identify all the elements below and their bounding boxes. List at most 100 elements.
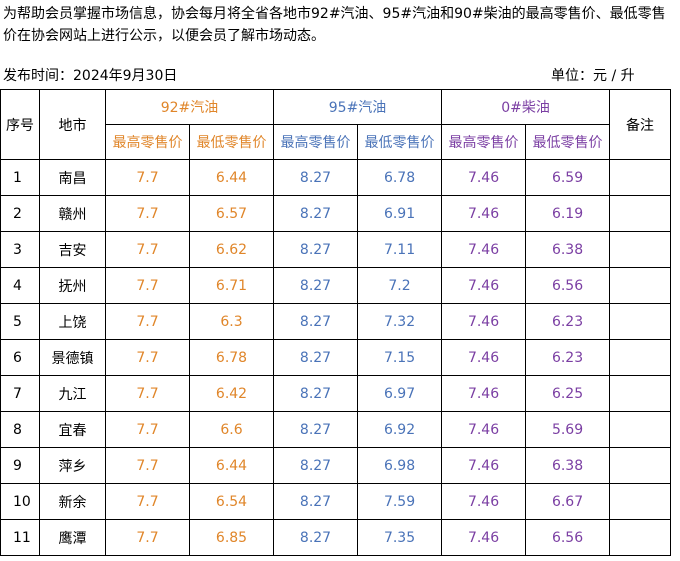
cell-g95-min: 7.11 [357, 231, 443, 268]
cell-remark [609, 231, 672, 268]
cell-city: 抚州 [39, 267, 106, 304]
cell-d0-max: 7.46 [441, 231, 527, 268]
table-row: 5 上饶 7.7 6.3 8.27 7.32 7.46 6.23 [0, 303, 672, 340]
header-city: 地市 [39, 89, 106, 160]
cell-remark [609, 159, 672, 196]
publish-date: 发布时间：2024年9月30日 [3, 68, 178, 84]
cell-g95-min: 7.32 [357, 303, 443, 340]
cell-index: 2 [0, 195, 40, 232]
cell-g95-min: 6.92 [357, 411, 443, 448]
cell-d0-min: 6.38 [525, 447, 611, 484]
cell-g92-min: 6.62 [188, 231, 275, 268]
header-g92-max: 最高零售价 [105, 124, 190, 160]
cell-d0-min: 6.56 [525, 519, 611, 556]
cell-g92-min: 6.6 [188, 411, 275, 448]
cell-g92-min: 6.44 [188, 447, 275, 484]
table-row: 2 赣州 7.7 6.57 8.27 6.91 7.46 6.19 [0, 195, 672, 232]
cell-index: 8 [0, 411, 40, 448]
cell-remark [609, 195, 672, 232]
header-row-sub: 最高零售价 最低零售价 最高零售价 最低零售价 最高零售价 最低零售价 [1, 124, 671, 160]
cell-d0-max: 7.46 [441, 267, 527, 304]
cell-d0-min: 5.69 [525, 411, 611, 448]
cell-remark [609, 411, 672, 448]
cell-index: 7 [0, 375, 40, 412]
cell-remark [609, 267, 672, 304]
header-row-groups: 序号 地市 92#汽油 95#汽油 0#柴油 备注 [0, 89, 672, 160]
cell-remark [609, 519, 672, 556]
table-header: 序号 地市 92#汽油 95#汽油 0#柴油 备注 最高零售价 最低零售价 最高… [0, 89, 672, 160]
header-d0-max: 最高零售价 [441, 124, 527, 160]
cell-d0-min: 6.56 [525, 267, 611, 304]
cell-g95-min: 7.59 [357, 483, 443, 520]
cell-city: 吉安 [39, 231, 106, 268]
cell-g95-max: 8.27 [273, 375, 359, 412]
table-body: 1 南昌 7.7 6.44 8.27 6.78 7.46 6.59 2 赣州 7.7 6.57 8.27… [0, 159, 672, 556]
cell-city: 宜春 [39, 411, 106, 448]
cell-d0-min: 6.23 [525, 303, 611, 340]
cell-g95-max: 8.27 [273, 159, 359, 196]
cell-g92-max: 7.7 [105, 267, 190, 304]
cell-g92-min: 6.54 [188, 483, 275, 520]
cell-g95-max: 8.27 [273, 447, 359, 484]
cell-g92-min: 6.3 [188, 303, 275, 340]
cell-g92-max: 7.7 [105, 195, 190, 232]
cell-g95-min: 7.15 [357, 339, 443, 376]
cell-city: 上饶 [39, 303, 106, 340]
unit-label: 单位：元 / 升 [551, 68, 635, 84]
cell-g95-max: 8.27 [273, 303, 359, 340]
cell-city: 南昌 [39, 159, 106, 196]
meta-bar: 发布时间：2024年9月30日 单位：元 / 升 [0, 63, 680, 87]
cell-remark [609, 447, 672, 484]
cell-g92-max: 7.7 [105, 231, 190, 268]
table-row: 4 抚州 7.7 6.71 8.27 7.2 7.46 6.56 [0, 267, 672, 304]
table-row: 7 九江 7.7 6.42 8.27 6.97 7.46 6.25 [0, 375, 672, 412]
cell-g95-min: 6.97 [357, 375, 443, 412]
cell-d0-min: 6.19 [525, 195, 611, 232]
cell-d0-max: 7.46 [441, 375, 527, 412]
cell-d0-min: 6.25 [525, 375, 611, 412]
header-g95: 95#汽油 [273, 89, 443, 125]
cell-d0-max: 7.46 [441, 483, 527, 520]
cell-g95-min: 6.91 [357, 195, 443, 232]
table-row: 9 萍乡 7.7 6.44 8.27 6.98 7.46 6.38 [0, 447, 672, 484]
cell-index: 4 [0, 267, 40, 304]
table-row: 8 宜春 7.7 6.6 8.27 6.92 7.46 5.69 [0, 411, 672, 448]
cell-g95-max: 8.27 [273, 267, 359, 304]
header-g95-min: 最低零售价 [357, 124, 443, 160]
cell-remark [609, 339, 672, 376]
cell-g95-min: 7.2 [357, 267, 443, 304]
cell-g92-min: 6.85 [188, 519, 275, 556]
cell-index: 5 [0, 303, 40, 340]
cell-d0-min: 6.59 [525, 159, 611, 196]
cell-g92-min: 6.44 [188, 159, 275, 196]
cell-g92-max: 7.7 [105, 411, 190, 448]
header-remark: 备注 [609, 89, 672, 160]
header-d0: 0#柴油 [441, 89, 611, 125]
cell-d0-min: 6.23 [525, 339, 611, 376]
cell-d0-max: 7.46 [441, 303, 527, 340]
cell-g95-max: 8.27 [273, 519, 359, 556]
header-d0-min: 最低零售价 [525, 124, 611, 160]
cell-g95-max: 8.27 [273, 411, 359, 448]
cell-g95-max: 8.27 [273, 483, 359, 520]
table-row: 3 吉安 7.7 6.62 8.27 7.11 7.46 6.38 [0, 231, 672, 268]
price-table: 序号 地市 92#汽油 95#汽油 0#柴油 备注 最高零售价 最低零售价 最高… [0, 89, 672, 556]
cell-index: 10 [0, 483, 40, 520]
cell-remark [609, 303, 672, 340]
cell-g92-min: 6.57 [188, 195, 275, 232]
cell-g92-max: 7.7 [105, 447, 190, 484]
cell-index: 3 [0, 231, 40, 268]
header-index: 序号 [0, 89, 40, 160]
cell-d0-max: 7.46 [441, 195, 527, 232]
cell-city: 九江 [39, 375, 106, 412]
table-row: 6 景德镇 7.7 6.78 8.27 7.15 7.46 6.23 [0, 339, 672, 376]
cell-d0-max: 7.46 [441, 339, 527, 376]
cell-index: 9 [0, 447, 40, 484]
cell-g92-min: 6.78 [188, 339, 275, 376]
intro-text: 为帮助会员掌握市场信息，协会每月将全省各地市92#汽油、95#汽油和90#柴油的… [3, 6, 666, 44]
header-g95-max: 最高零售价 [273, 124, 359, 160]
cell-d0-max: 7.46 [441, 159, 527, 196]
cell-g92-max: 7.7 [105, 519, 190, 556]
cell-g92-min: 6.42 [188, 375, 275, 412]
cell-d0-max: 7.46 [441, 519, 527, 556]
